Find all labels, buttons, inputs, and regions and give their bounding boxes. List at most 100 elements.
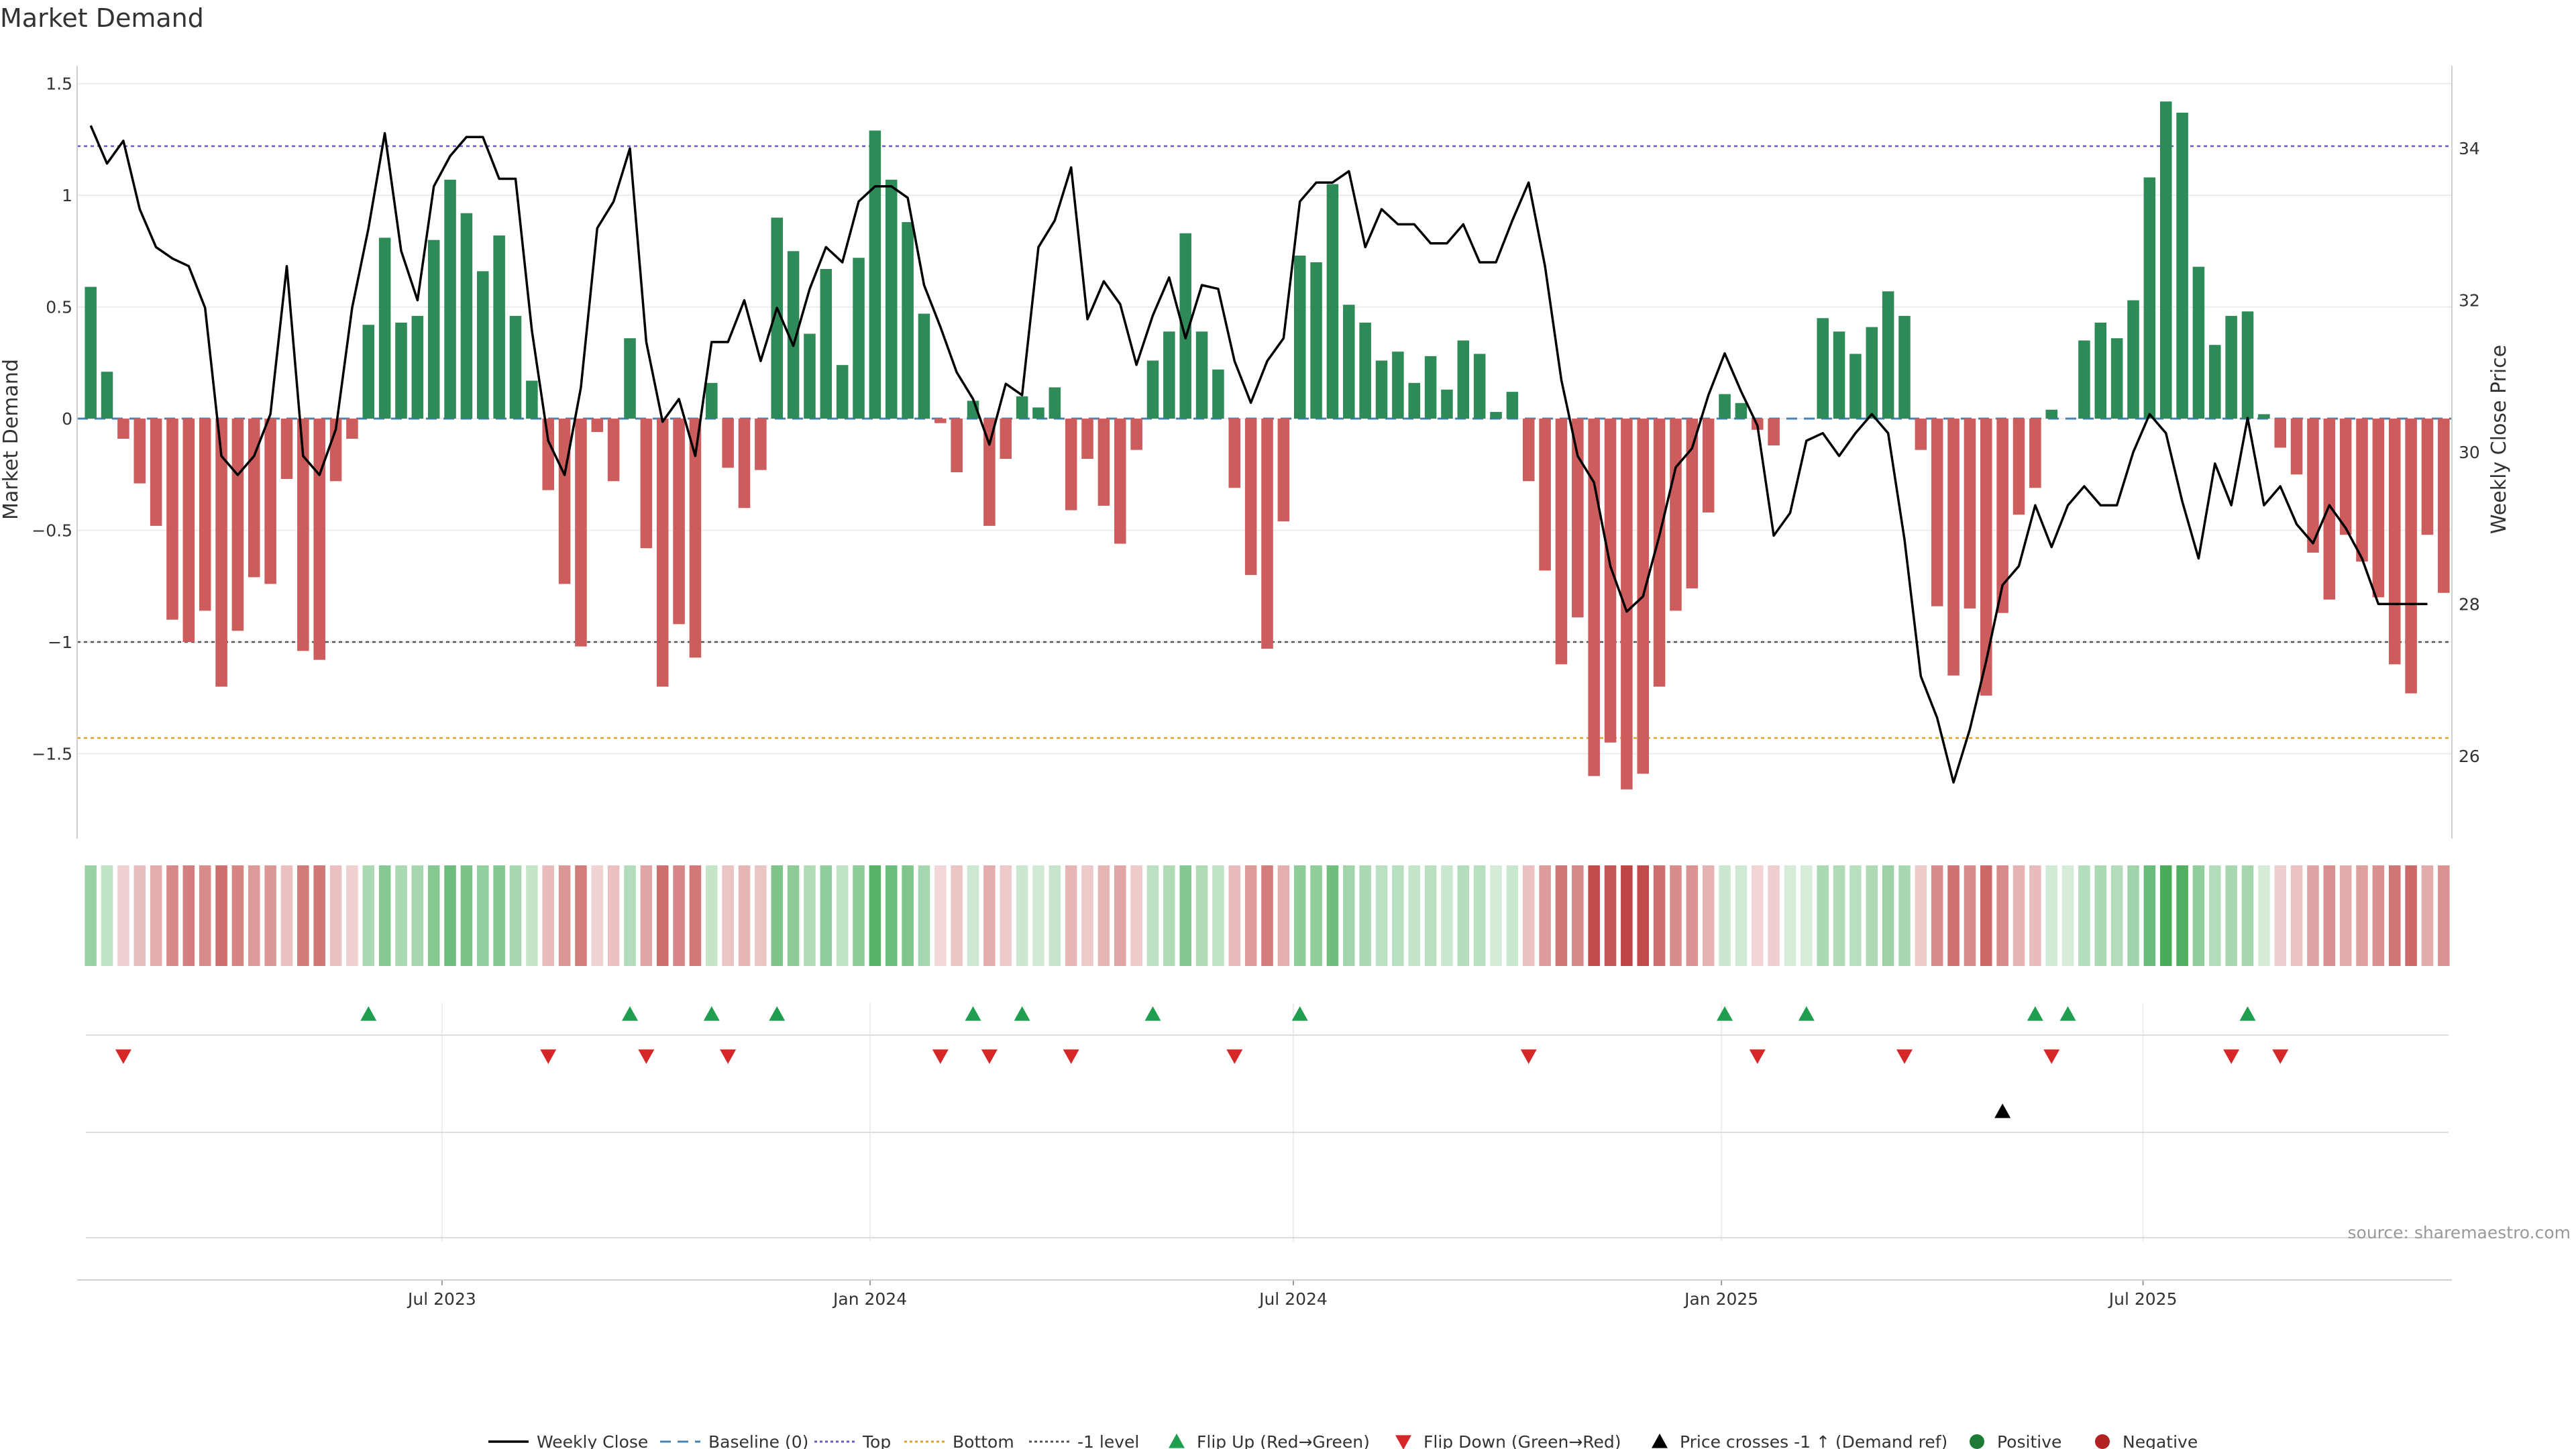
demand-bar	[1343, 305, 1355, 419]
demand-bar	[1163, 331, 1175, 419]
demand-bar	[427, 239, 440, 419]
demand-bar	[1588, 419, 1600, 776]
legend: Weekly Close Baseline (0) Top Bottom -1 leve…	[488, 1432, 2198, 1449]
flip-up-marker	[769, 1006, 786, 1021]
heat-cell	[1441, 865, 1453, 966]
heat-cell	[378, 865, 391, 966]
heat-cell	[591, 865, 604, 966]
heat-cell	[1980, 865, 1992, 966]
demand-bar	[150, 419, 162, 526]
demand-bar	[1947, 419, 1960, 676]
flip-up-marker	[622, 1006, 639, 1021]
heat-cell	[1653, 865, 1666, 966]
x-tick-label: Jul 2023	[407, 1289, 476, 1309]
demand-bar	[2421, 419, 2434, 535]
flip-down-marker	[1226, 1049, 1243, 1064]
demand-bar	[2405, 419, 2417, 694]
demand-bar	[264, 419, 276, 584]
demand-bar	[934, 419, 947, 423]
y2-tick-label: 26	[2459, 747, 2480, 766]
demand-bar	[1359, 322, 1371, 419]
demand-bar	[607, 419, 620, 482]
demand-bar	[2045, 409, 2057, 419]
demand-bar	[199, 419, 211, 611]
legend-swatch	[1970, 1434, 1984, 1449]
legend-label: Bottom	[953, 1432, 1014, 1449]
legend-label: Price crosses -1 ↑ (Demand ref)	[1680, 1432, 1947, 1449]
demand-bar	[2159, 101, 2172, 419]
flip-down-marker	[981, 1049, 998, 1064]
heat-cell	[1228, 865, 1241, 966]
heat-cell	[918, 865, 930, 966]
heat-cell	[2307, 865, 2319, 966]
heat-cell	[1343, 865, 1355, 966]
heat-cell	[1146, 865, 1159, 966]
demand-bar	[2127, 300, 2139, 419]
demand-bar	[1572, 419, 1584, 618]
demand-bar	[2029, 419, 2041, 488]
demand-bar	[542, 419, 554, 490]
demand-bar	[1702, 419, 1715, 513]
demand-bar	[2258, 414, 2270, 419]
heat-cell	[1130, 865, 1142, 966]
heat-cell	[1637, 865, 1650, 966]
y-tick-label: 0.5	[46, 298, 72, 317]
source-note: source: sharemaestro.com	[2348, 1223, 2571, 1242]
axes: 1.5 1 0.5 0 −0.5 −1 −1.5 34 32 30 28 26 Jul 2023 Jan …	[32, 66, 2480, 1309]
heat-cell	[738, 865, 751, 966]
demand-bar	[1179, 233, 1191, 419]
heat-cell	[2078, 865, 2090, 966]
heat-cell	[1016, 865, 1028, 966]
demand-bar	[346, 419, 358, 439]
heat-cell	[836, 865, 849, 966]
heat-cell	[2405, 865, 2417, 966]
demand-bar	[918, 313, 930, 419]
demand-bar	[820, 268, 833, 419]
heat-cell	[1572, 865, 1584, 966]
demand-bar	[853, 258, 865, 419]
demand-bar	[215, 419, 227, 687]
legend-swatch	[1652, 1434, 1668, 1448]
flip-down-marker	[720, 1049, 737, 1064]
heat-cell	[2127, 865, 2139, 966]
demand-bar	[902, 222, 914, 419]
heat-cell	[885, 865, 898, 966]
demand-bar	[2241, 311, 2254, 419]
heat-cell	[1114, 865, 1126, 966]
heat-cell	[1522, 865, 1535, 966]
x-tick-label: Jul 2025	[2108, 1289, 2178, 1309]
heat-cell	[493, 865, 505, 966]
demand-bar	[1114, 419, 1126, 544]
flip-up-marker	[2239, 1006, 2256, 1021]
demand-bar	[1375, 360, 1388, 419]
heat-cell	[1277, 865, 1290, 966]
demand-bar	[1081, 419, 1093, 459]
heat-cell	[117, 865, 129, 966]
demand-bar	[1146, 360, 1159, 419]
heat-cell	[444, 865, 456, 966]
demand-bar	[1457, 340, 1470, 419]
heat-cell	[1849, 865, 1862, 966]
y-tick-label: 1.5	[46, 74, 72, 94]
demand-bar	[166, 419, 178, 620]
heat-cell	[1915, 865, 1927, 966]
demand-bar	[983, 419, 996, 526]
y2-tick-label: 34	[2459, 139, 2480, 158]
legend-swatch	[1395, 1435, 1411, 1449]
legend-label: Baseline (0)	[708, 1432, 808, 1449]
flip-down-marker	[2223, 1049, 2240, 1064]
demand-bar	[1539, 419, 1551, 571]
heat-cell	[558, 865, 571, 966]
demand-bar	[1032, 407, 1044, 419]
demand-bar	[2094, 322, 2107, 419]
flip-down-marker	[1749, 1049, 1766, 1064]
x-tick-label: Jan 2024	[832, 1289, 907, 1309]
price-cross-marker	[1994, 1104, 2011, 1118]
demand-bar	[1980, 419, 1992, 696]
heat-cell	[362, 865, 375, 966]
demand-bar	[2192, 266, 2205, 419]
demand-bar	[297, 419, 309, 651]
demand-bar	[2176, 112, 2188, 419]
legend-label: Flip Up (Red→Green)	[1197, 1432, 1370, 1449]
demand-bar	[673, 419, 685, 625]
